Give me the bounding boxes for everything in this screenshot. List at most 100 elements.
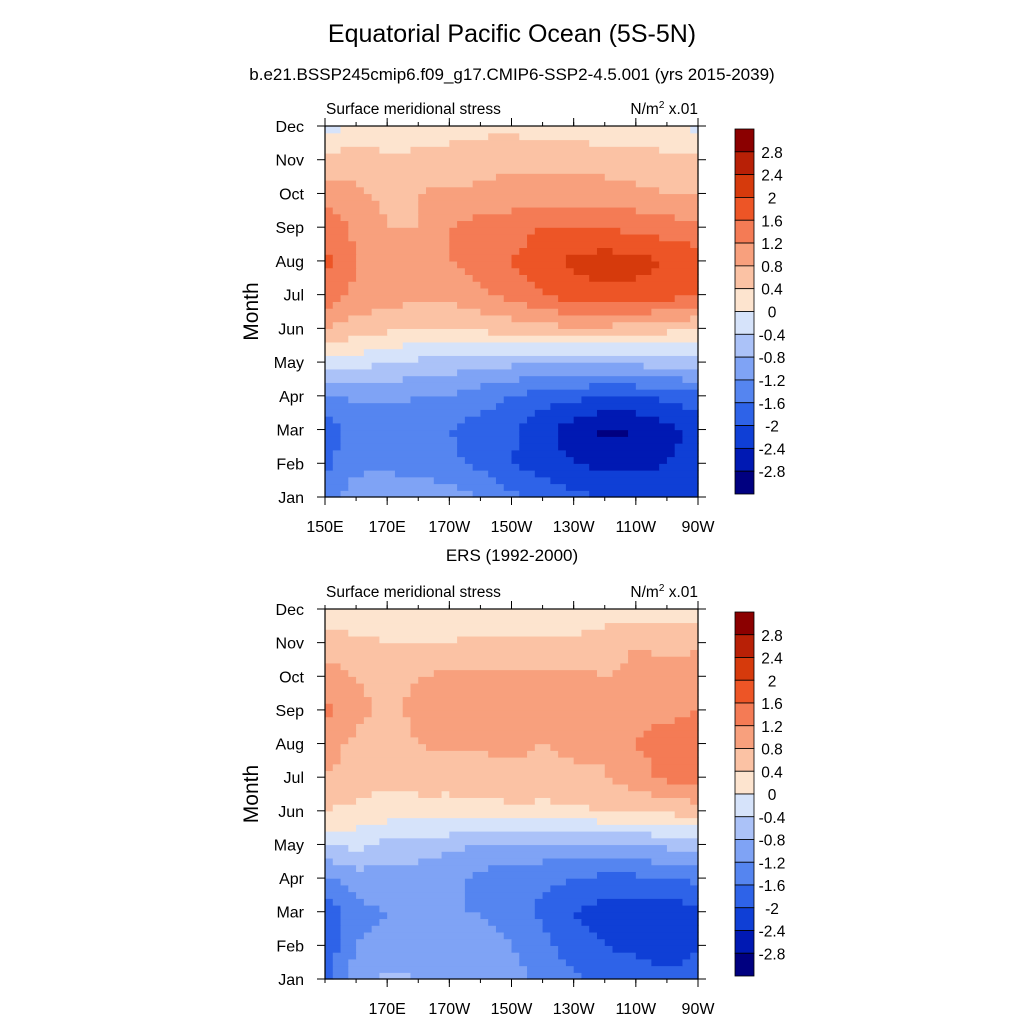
contour-fill	[325, 609, 699, 617]
contour-fill	[690, 952, 699, 960]
contour-fill	[495, 925, 544, 933]
contour-fill	[418, 676, 699, 684]
contour-fill	[527, 416, 575, 424]
contour-fill	[511, 945, 559, 953]
contour-fill	[604, 763, 652, 772]
contour-fill	[581, 629, 699, 637]
x-tick-label: 110W	[616, 519, 658, 536]
contour-fill	[325, 483, 349, 491]
contour-fill	[558, 321, 614, 329]
contour-fill	[589, 139, 699, 147]
contour-fill	[441, 851, 699, 859]
y-tick-label: Jan	[278, 490, 304, 507]
contour-fill	[332, 857, 419, 866]
contour-fill	[418, 355, 699, 363]
contour-fill	[457, 443, 520, 451]
contour-fill	[325, 831, 450, 839]
contour-fill	[635, 952, 691, 960]
contour-fill	[596, 931, 699, 940]
contour-fill	[558, 952, 637, 960]
contour-fill	[348, 669, 435, 677]
contour-fill	[534, 898, 598, 906]
contour-fill	[464, 878, 567, 886]
contour-fill	[659, 146, 699, 154]
contour-fill	[449, 790, 652, 798]
colorbar-label: 0.4	[761, 764, 783, 781]
contour-fill	[387, 911, 482, 920]
contour-fill	[340, 743, 427, 751]
contour-fill	[573, 965, 699, 973]
contour-fill	[379, 972, 412, 980]
contour-fill	[363, 898, 466, 906]
contour-fill	[690, 240, 699, 249]
contour-fill	[449, 831, 652, 839]
contour-fill	[534, 905, 583, 913]
contour-fill	[410, 730, 645, 738]
contour-fill	[472, 463, 520, 471]
contour-fill	[325, 770, 606, 778]
contour-fill	[348, 884, 466, 893]
contour-fill	[325, 375, 404, 383]
contour-fill	[495, 476, 551, 485]
contour-fill	[340, 429, 450, 437]
model-case-subtitle: b.e21.BSSP245cmip6.f09_g17.CMIP6-SSP2-4.…	[249, 65, 775, 84]
contour-fill	[480, 409, 536, 417]
contour-fill	[340, 662, 621, 671]
contour-fill	[356, 730, 412, 738]
contour-fill	[472, 179, 637, 188]
contour-fill	[472, 213, 676, 222]
contour-fill	[527, 274, 590, 282]
contour-fill	[325, 139, 450, 147]
colorbar-label: 2	[768, 190, 777, 207]
contour-fill	[527, 301, 699, 309]
contour-fill	[363, 683, 412, 691]
contour-fill	[325, 328, 388, 336]
contour-fill	[402, 341, 699, 350]
contour-fill	[325, 179, 357, 188]
colorbar-label: 0.4	[761, 282, 783, 299]
contour-fill	[589, 490, 699, 498]
y-tick-label: Apr	[279, 871, 305, 888]
contour-fill	[325, 696, 373, 704]
contour-fill	[325, 905, 342, 913]
y-tick-label: Apr	[279, 389, 305, 406]
contour-fill	[325, 206, 334, 215]
y-tick-label: Dec	[276, 119, 304, 136]
colorbar-label: -2.8	[759, 946, 786, 963]
contour-fill	[371, 362, 513, 370]
contour-fill	[410, 683, 699, 691]
colorbar-label: -2.4	[759, 924, 786, 941]
contour-fill	[325, 490, 342, 498]
contour-fill	[348, 844, 365, 852]
contour-fill	[596, 669, 614, 677]
contour-fill	[659, 395, 699, 404]
contour-fill	[325, 470, 365, 478]
contour-fill	[387, 328, 489, 336]
contour-fill	[325, 689, 365, 698]
contour-field	[325, 126, 699, 498]
contour-fill	[332, 958, 349, 967]
contour-fill	[573, 911, 699, 920]
colorbar: 2.8 2.4 2 1.6 1.2 0.8 0.4 0 -0.4 -0.8 -1.2 -1.6 -2 -2…	[734, 611, 786, 977]
contour-fill	[519, 490, 590, 498]
colorbar-box	[734, 748, 755, 772]
contour-fill	[325, 301, 334, 309]
contour-fill	[612, 669, 699, 677]
contour-fill	[589, 804, 699, 812]
contour-fill	[325, 790, 373, 798]
x-tick-label: 90W	[682, 519, 716, 536]
contour-fill	[596, 409, 637, 417]
contour-fill	[410, 716, 676, 724]
y-tick-label: Feb	[276, 938, 304, 955]
colorbar-label: 2	[768, 673, 777, 690]
contour-fill	[356, 240, 450, 249]
contour-fill	[651, 831, 699, 839]
y-tick-label: Jun	[278, 804, 304, 821]
colorbar-label: -0.8	[759, 833, 786, 850]
contour-fill	[325, 783, 629, 792]
contour-fill	[325, 844, 349, 852]
contour-fill	[363, 931, 505, 940]
contour-fill	[596, 817, 699, 825]
colorbar-label: 0.8	[761, 742, 783, 759]
y-tick-label: Jul	[284, 288, 304, 305]
